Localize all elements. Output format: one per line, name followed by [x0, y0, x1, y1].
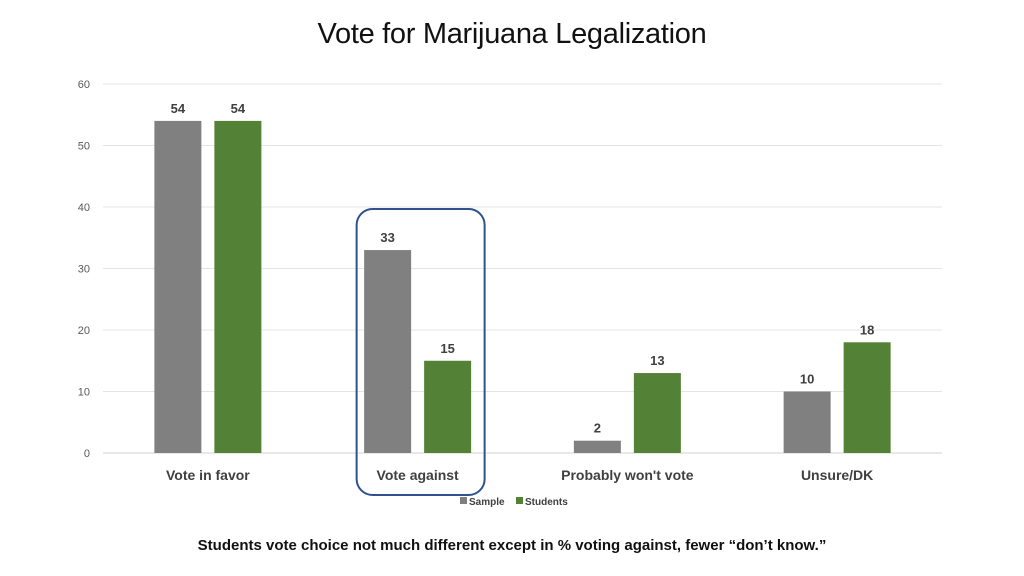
- legend-swatch-sample: [460, 497, 467, 504]
- y-tick-label: 10: [78, 387, 90, 399]
- y-tick-label: 30: [78, 264, 90, 276]
- y-tick-label: 0: [84, 448, 90, 460]
- chart-caption: Students vote choice not much different …: [197, 537, 827, 554]
- bar-sample: [573, 440, 621, 453]
- bar-students: [214, 120, 262, 454]
- data-label: 18: [860, 322, 874, 337]
- y-tick-label: 20: [78, 325, 90, 337]
- bar-sample: [154, 120, 202, 454]
- category-label: Vote against: [377, 467, 460, 483]
- bar-students: [843, 342, 891, 453]
- data-label: 10: [800, 372, 814, 387]
- highlight-box: [355, 208, 486, 496]
- category-label: Unsure/DK: [801, 467, 873, 483]
- legend-label-students: Students: [525, 497, 568, 508]
- data-label: 2: [594, 421, 601, 436]
- bar-students: [633, 373, 681, 453]
- data-label: 33: [380, 230, 394, 245]
- bar-students: [424, 360, 472, 453]
- category-label: Vote in favor: [166, 467, 250, 483]
- legend-swatch-students: [516, 497, 523, 504]
- y-tick-label: 60: [78, 79, 90, 91]
- y-tick-label: 40: [78, 202, 90, 214]
- data-label: 54: [231, 101, 246, 116]
- data-label: 13: [650, 353, 664, 368]
- legend-label-sample: Sample: [469, 497, 505, 508]
- bar-sample: [364, 250, 412, 453]
- chart-title: Vote for Marijuana Legalization: [317, 18, 707, 50]
- bar-sample: [783, 391, 831, 453]
- data-label: 15: [440, 341, 454, 356]
- data-label: 54: [171, 101, 186, 116]
- y-tick-label: 50: [78, 141, 90, 153]
- category-label: Probably won't vote: [561, 467, 694, 483]
